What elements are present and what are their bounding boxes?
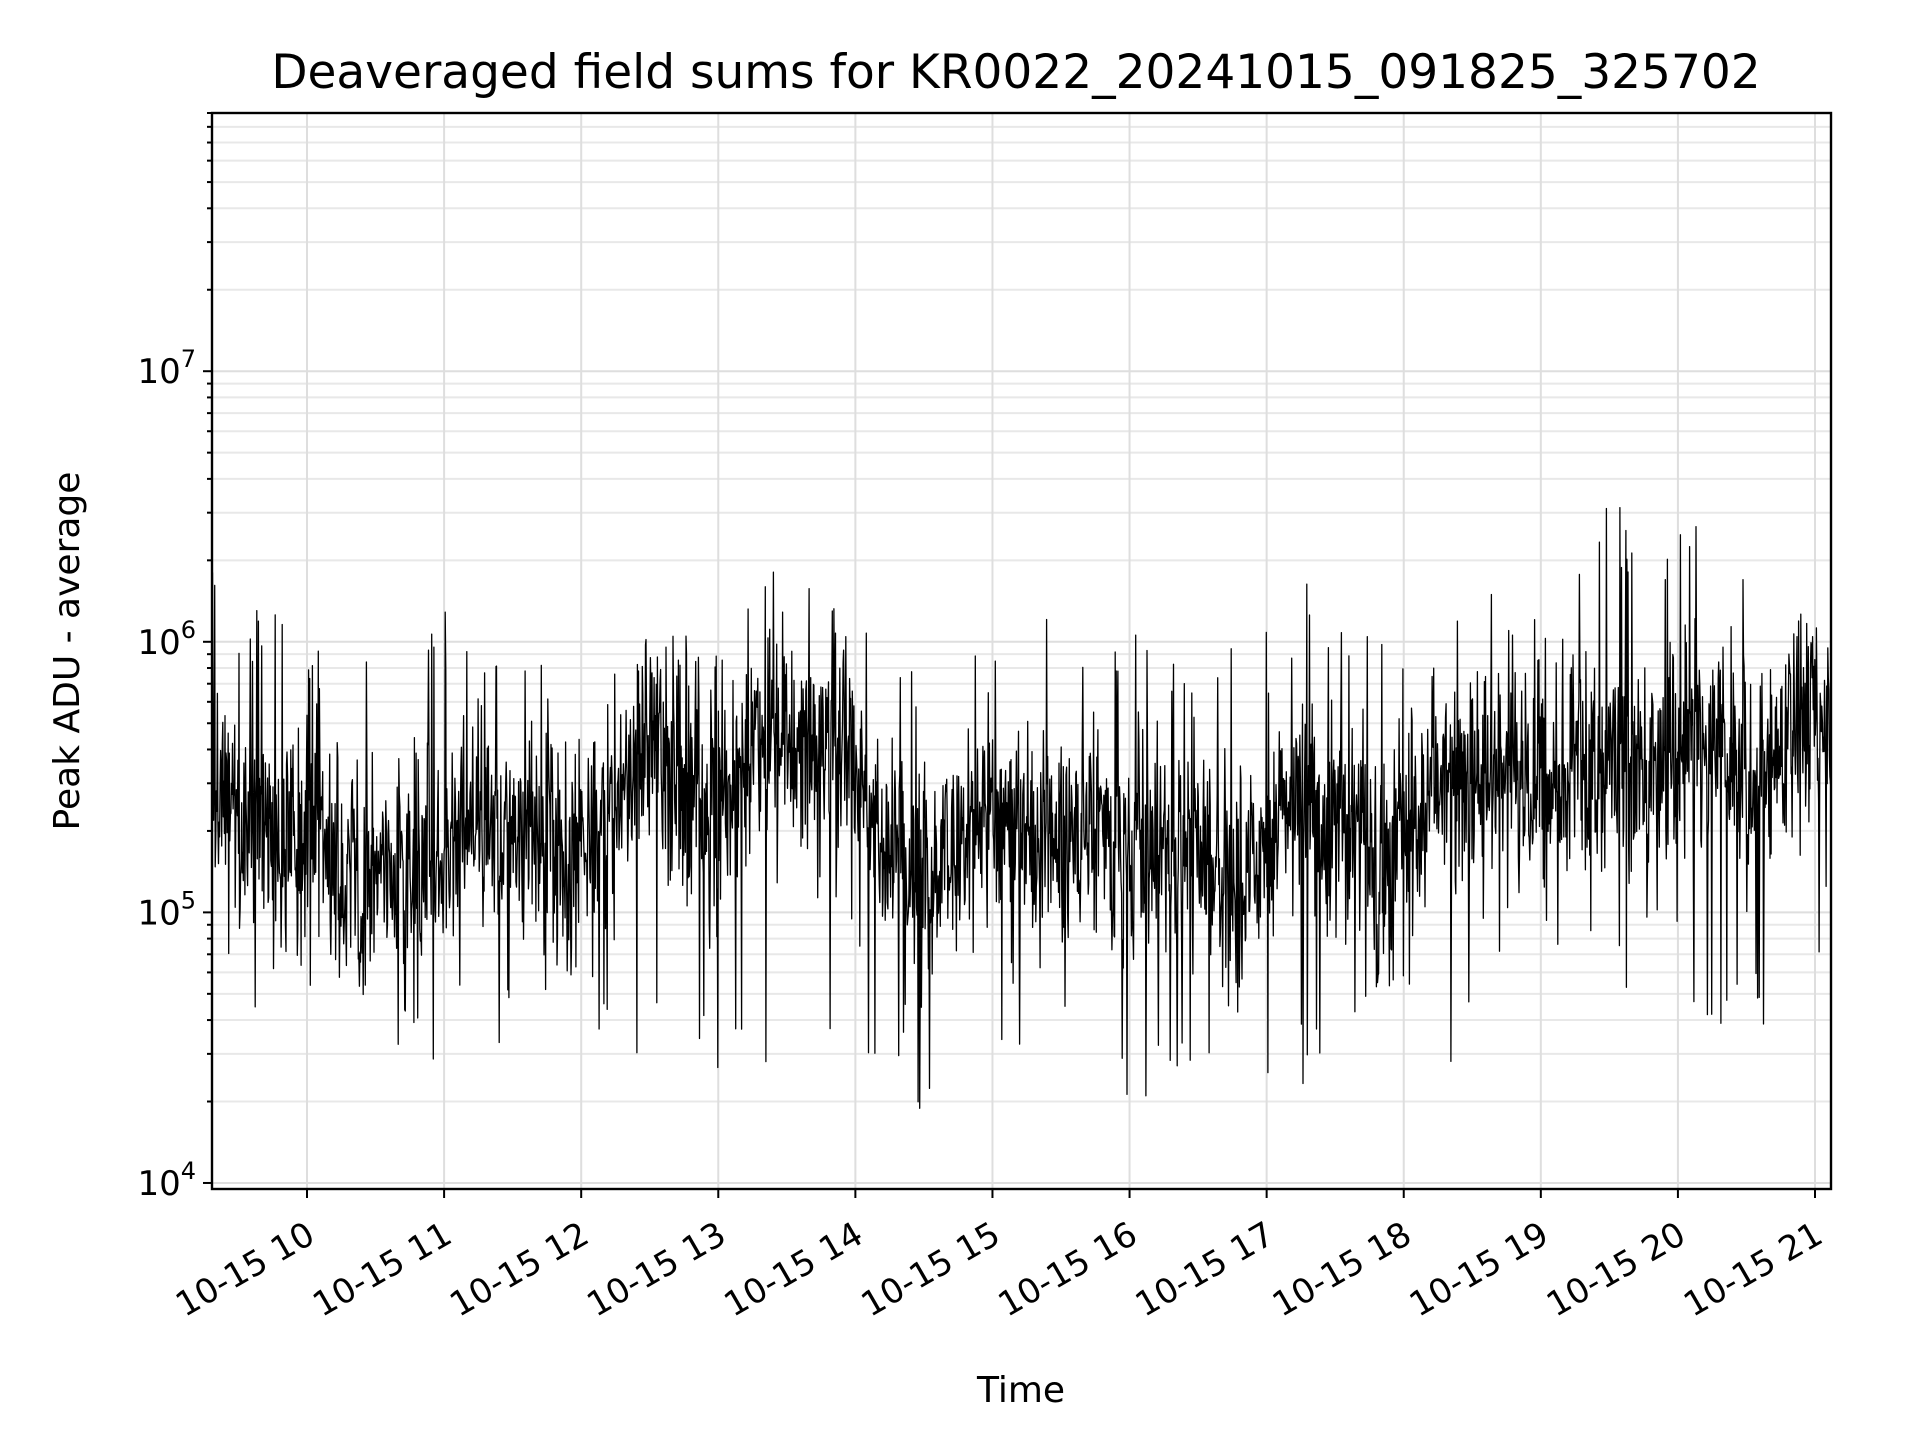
- series-line: [211, 425, 1832, 1109]
- series-layer: [211, 425, 1832, 1109]
- y-axis-label: Peak ADU - average: [47, 472, 88, 831]
- x-axis-label: Time: [976, 1370, 1065, 1411]
- y-axis: 104 105 106 107: [137, 112, 212, 1204]
- y-tick-label: 105: [137, 886, 196, 933]
- y-tick-label: 107: [137, 345, 196, 392]
- chart-title: Deaveraged field sums for KR0022_2024101…: [271, 45, 1760, 100]
- y-tick-label: 104: [137, 1157, 196, 1204]
- y-tick-label: 106: [137, 616, 196, 663]
- plot-frame: [210, 111, 1833, 1191]
